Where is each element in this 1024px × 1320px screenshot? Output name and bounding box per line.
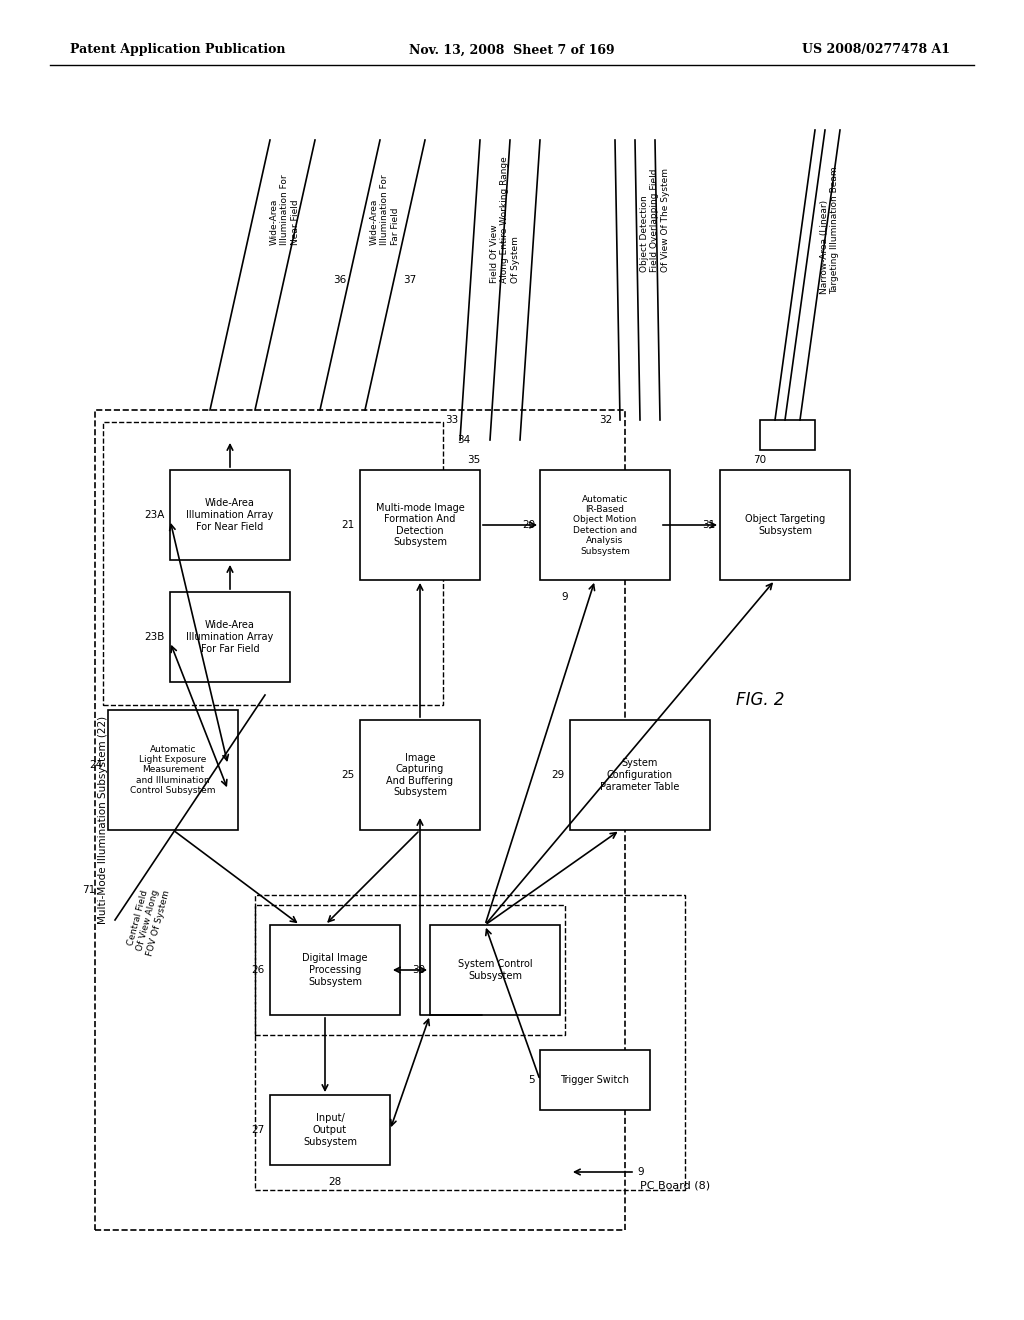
Text: 25: 25: [342, 770, 355, 780]
Text: Digital Image
Processing
Subsystem: Digital Image Processing Subsystem: [302, 953, 368, 986]
Text: Trigger Switch: Trigger Switch: [560, 1074, 630, 1085]
Text: 26: 26: [252, 965, 265, 975]
FancyBboxPatch shape: [540, 470, 670, 579]
Text: System Control
Subsystem: System Control Subsystem: [458, 960, 532, 981]
Text: Multi-mode Image
Formation And
Detection
Subsystem: Multi-mode Image Formation And Detection…: [376, 503, 464, 548]
Text: PC Board (8): PC Board (8): [640, 1180, 710, 1191]
Text: Wide-Area
Illumination Array
For Far Field: Wide-Area Illumination Array For Far Fie…: [186, 620, 273, 653]
FancyBboxPatch shape: [570, 719, 710, 830]
Text: Wide-Area
Illumination For
Near Field: Wide-Area Illumination For Near Field: [270, 174, 300, 246]
Text: 70: 70: [754, 455, 767, 465]
FancyBboxPatch shape: [360, 470, 480, 579]
Text: 28: 28: [329, 1177, 342, 1187]
Text: Patent Application Publication: Patent Application Publication: [70, 44, 286, 57]
Text: 32: 32: [599, 414, 612, 425]
Text: 20: 20: [522, 520, 535, 531]
Text: Automatic
IR-Based
Object Motion
Detection and
Analysis
Subsystem: Automatic IR-Based Object Motion Detecti…: [573, 495, 637, 556]
FancyBboxPatch shape: [760, 420, 815, 450]
Text: 31: 31: [701, 520, 715, 531]
Text: 29: 29: [552, 770, 565, 780]
Text: 30: 30: [412, 965, 425, 975]
FancyBboxPatch shape: [430, 925, 560, 1015]
Text: 21: 21: [342, 520, 355, 531]
Text: 23A: 23A: [144, 510, 165, 520]
Text: 27: 27: [252, 1125, 265, 1135]
FancyBboxPatch shape: [360, 719, 480, 830]
Text: 9: 9: [637, 1167, 644, 1177]
Text: Automatic
Light Exposure
Measurement
and Illumination
Control Subsystem: Automatic Light Exposure Measurement and…: [130, 744, 216, 795]
Text: Field Of View
Along Entire Working Range
Of System: Field Of View Along Entire Working Range…: [490, 157, 520, 284]
Text: 33: 33: [444, 414, 458, 425]
FancyBboxPatch shape: [170, 591, 290, 682]
FancyBboxPatch shape: [540, 1049, 650, 1110]
Text: Image
Capturing
And Buffering
Subsystem: Image Capturing And Buffering Subsystem: [386, 752, 454, 797]
Text: 24: 24: [90, 760, 103, 770]
FancyBboxPatch shape: [170, 470, 290, 560]
FancyBboxPatch shape: [720, 470, 850, 579]
FancyBboxPatch shape: [270, 1096, 390, 1166]
Text: 23B: 23B: [144, 632, 165, 642]
Text: System
Configuration
Parameter Table: System Configuration Parameter Table: [600, 759, 680, 792]
Text: Central Field
Of View Along
FOV Of System: Central Field Of View Along FOV Of Syste…: [125, 883, 171, 957]
Text: Nov. 13, 2008  Sheet 7 of 169: Nov. 13, 2008 Sheet 7 of 169: [410, 44, 614, 57]
Text: 36: 36: [334, 275, 347, 285]
Text: 35: 35: [467, 455, 480, 465]
Text: Object Detection
Field Overlapping Field
Of View Of The System: Object Detection Field Overlapping Field…: [640, 168, 670, 272]
Text: 37: 37: [403, 275, 417, 285]
Text: FIG. 2: FIG. 2: [736, 690, 784, 709]
Text: Narrow-Area (Linear)
Targeting Illumination Beam: Narrow-Area (Linear) Targeting Illuminat…: [820, 166, 840, 294]
Text: 34: 34: [457, 436, 470, 445]
Text: Input/
Output
Subsystem: Input/ Output Subsystem: [303, 1113, 357, 1147]
Text: US 2008/0277478 A1: US 2008/0277478 A1: [802, 44, 950, 57]
Text: Object Targeting
Subsystem: Object Targeting Subsystem: [744, 515, 825, 536]
Text: 5: 5: [528, 1074, 535, 1085]
Text: Wide-Area
Illumination Array
For Near Field: Wide-Area Illumination Array For Near Fi…: [186, 499, 273, 532]
FancyBboxPatch shape: [108, 710, 238, 830]
Text: Wide-Area
Illumination For
Far Field: Wide-Area Illumination For Far Field: [370, 174, 399, 246]
Text: 71: 71: [82, 884, 95, 895]
Text: 9: 9: [562, 591, 568, 602]
Text: Multi-Mode Illumination Subsystem (22): Multi-Mode Illumination Subsystem (22): [98, 715, 108, 924]
FancyBboxPatch shape: [270, 925, 400, 1015]
